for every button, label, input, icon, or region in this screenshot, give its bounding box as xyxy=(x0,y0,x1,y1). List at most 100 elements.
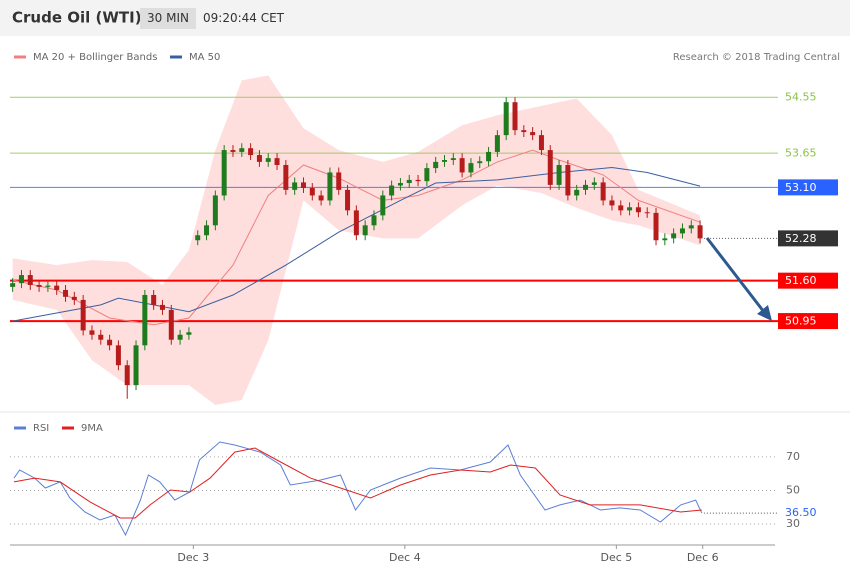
legend-label: RSI xyxy=(33,423,49,434)
candle-body xyxy=(327,172,333,201)
candle-body xyxy=(309,188,315,196)
candle-body xyxy=(441,160,447,162)
candle-body xyxy=(389,185,395,196)
level-label: 50.95 xyxy=(785,315,817,328)
candle-body xyxy=(212,195,218,226)
candle-body xyxy=(177,334,183,340)
candle-body xyxy=(345,189,351,211)
candle-body xyxy=(406,179,412,184)
x-tick-label: Dec 5 xyxy=(600,551,632,564)
candle-body xyxy=(424,168,430,182)
legend-label: MA 20 + Bollinger Bands xyxy=(33,52,157,63)
candle-body xyxy=(574,189,580,196)
candle-body xyxy=(336,172,342,190)
candle-body xyxy=(36,285,42,287)
time: 09:20:44 CET xyxy=(203,11,285,25)
candle-body xyxy=(18,275,24,284)
candle-body xyxy=(486,151,492,162)
candle-body xyxy=(583,184,589,190)
candle-body xyxy=(204,225,210,236)
level-label: 54.55 xyxy=(785,91,817,104)
bollinger-band xyxy=(12,75,701,406)
candle-body xyxy=(679,228,685,234)
candle-body xyxy=(239,148,245,152)
title: Crude Oil (WTI) xyxy=(12,9,142,27)
candle-body xyxy=(494,135,500,152)
rsi-last-label: 36.50 xyxy=(785,506,817,519)
candle-body xyxy=(644,212,650,214)
candle-body xyxy=(10,283,16,287)
candle-body xyxy=(415,179,421,182)
x-tick-label: Dec 3 xyxy=(177,551,209,564)
candle-body xyxy=(353,210,359,236)
candle-body xyxy=(371,215,377,226)
candle-body xyxy=(318,195,324,201)
rsi-line xyxy=(13,441,703,537)
candle-body xyxy=(671,233,677,239)
candle-body xyxy=(635,207,641,213)
candle-body xyxy=(151,294,157,305)
candle-body xyxy=(380,195,386,216)
candle-body xyxy=(248,148,254,156)
candle-body xyxy=(627,207,633,211)
candle-body xyxy=(256,155,262,162)
last-price-label: 52.28 xyxy=(785,232,817,245)
candle-body xyxy=(556,164,562,185)
candle-body xyxy=(433,161,439,169)
candle-body xyxy=(459,158,465,173)
candle-body xyxy=(609,200,615,206)
candle-body xyxy=(27,275,33,286)
candle-body xyxy=(521,130,527,133)
candle-body xyxy=(618,205,624,211)
level-label: 53.65 xyxy=(785,147,817,160)
candle-body xyxy=(98,334,104,340)
candle-body xyxy=(530,132,536,136)
candle-body xyxy=(230,150,236,152)
level-label: 53.10 xyxy=(785,181,817,194)
candle-body xyxy=(300,182,306,188)
y-tick-label: 30 xyxy=(786,517,800,530)
candle-body xyxy=(512,102,518,131)
candle-body xyxy=(538,135,544,151)
candle-body xyxy=(45,285,51,287)
candle-body xyxy=(124,365,130,386)
x-tick-label: Dec 4 xyxy=(389,551,421,564)
y-tick-label: 50 xyxy=(786,483,800,496)
legend-label: MA 50 xyxy=(189,52,220,63)
candle-body xyxy=(547,150,553,185)
level-label-box xyxy=(778,313,838,330)
candle-body xyxy=(662,238,668,241)
level-label-box xyxy=(778,272,838,289)
candle-body xyxy=(688,225,694,229)
rsi-line xyxy=(13,447,702,519)
candle-body xyxy=(362,225,368,236)
candle-body xyxy=(89,330,95,335)
candle-body xyxy=(63,289,69,297)
candle-body xyxy=(142,294,148,346)
level-label: 51.60 xyxy=(785,274,817,287)
y-tick-label: 70 xyxy=(786,450,800,463)
candle-body xyxy=(133,345,139,386)
candle-body xyxy=(107,339,113,346)
candle-body xyxy=(565,164,571,196)
timeframe-box xyxy=(140,8,196,29)
projection-arrow xyxy=(705,237,766,313)
candle-body xyxy=(159,304,165,310)
source: Research © 2018 Trading Central xyxy=(673,52,840,63)
legend-label: 9MA xyxy=(81,423,103,434)
candle-body xyxy=(80,299,86,331)
candle-body xyxy=(591,182,597,185)
candle-body xyxy=(115,345,121,366)
ma-line xyxy=(12,166,701,322)
candle-body xyxy=(54,285,60,290)
timeframe: 30 MIN xyxy=(147,11,189,25)
candle-body xyxy=(283,164,289,190)
candle-body xyxy=(195,235,201,241)
candle-body xyxy=(600,182,606,201)
candle-body xyxy=(186,332,192,335)
candle-body xyxy=(274,158,280,165)
candle-body xyxy=(265,158,271,162)
candle-body xyxy=(503,102,509,136)
candle-body xyxy=(221,150,227,196)
